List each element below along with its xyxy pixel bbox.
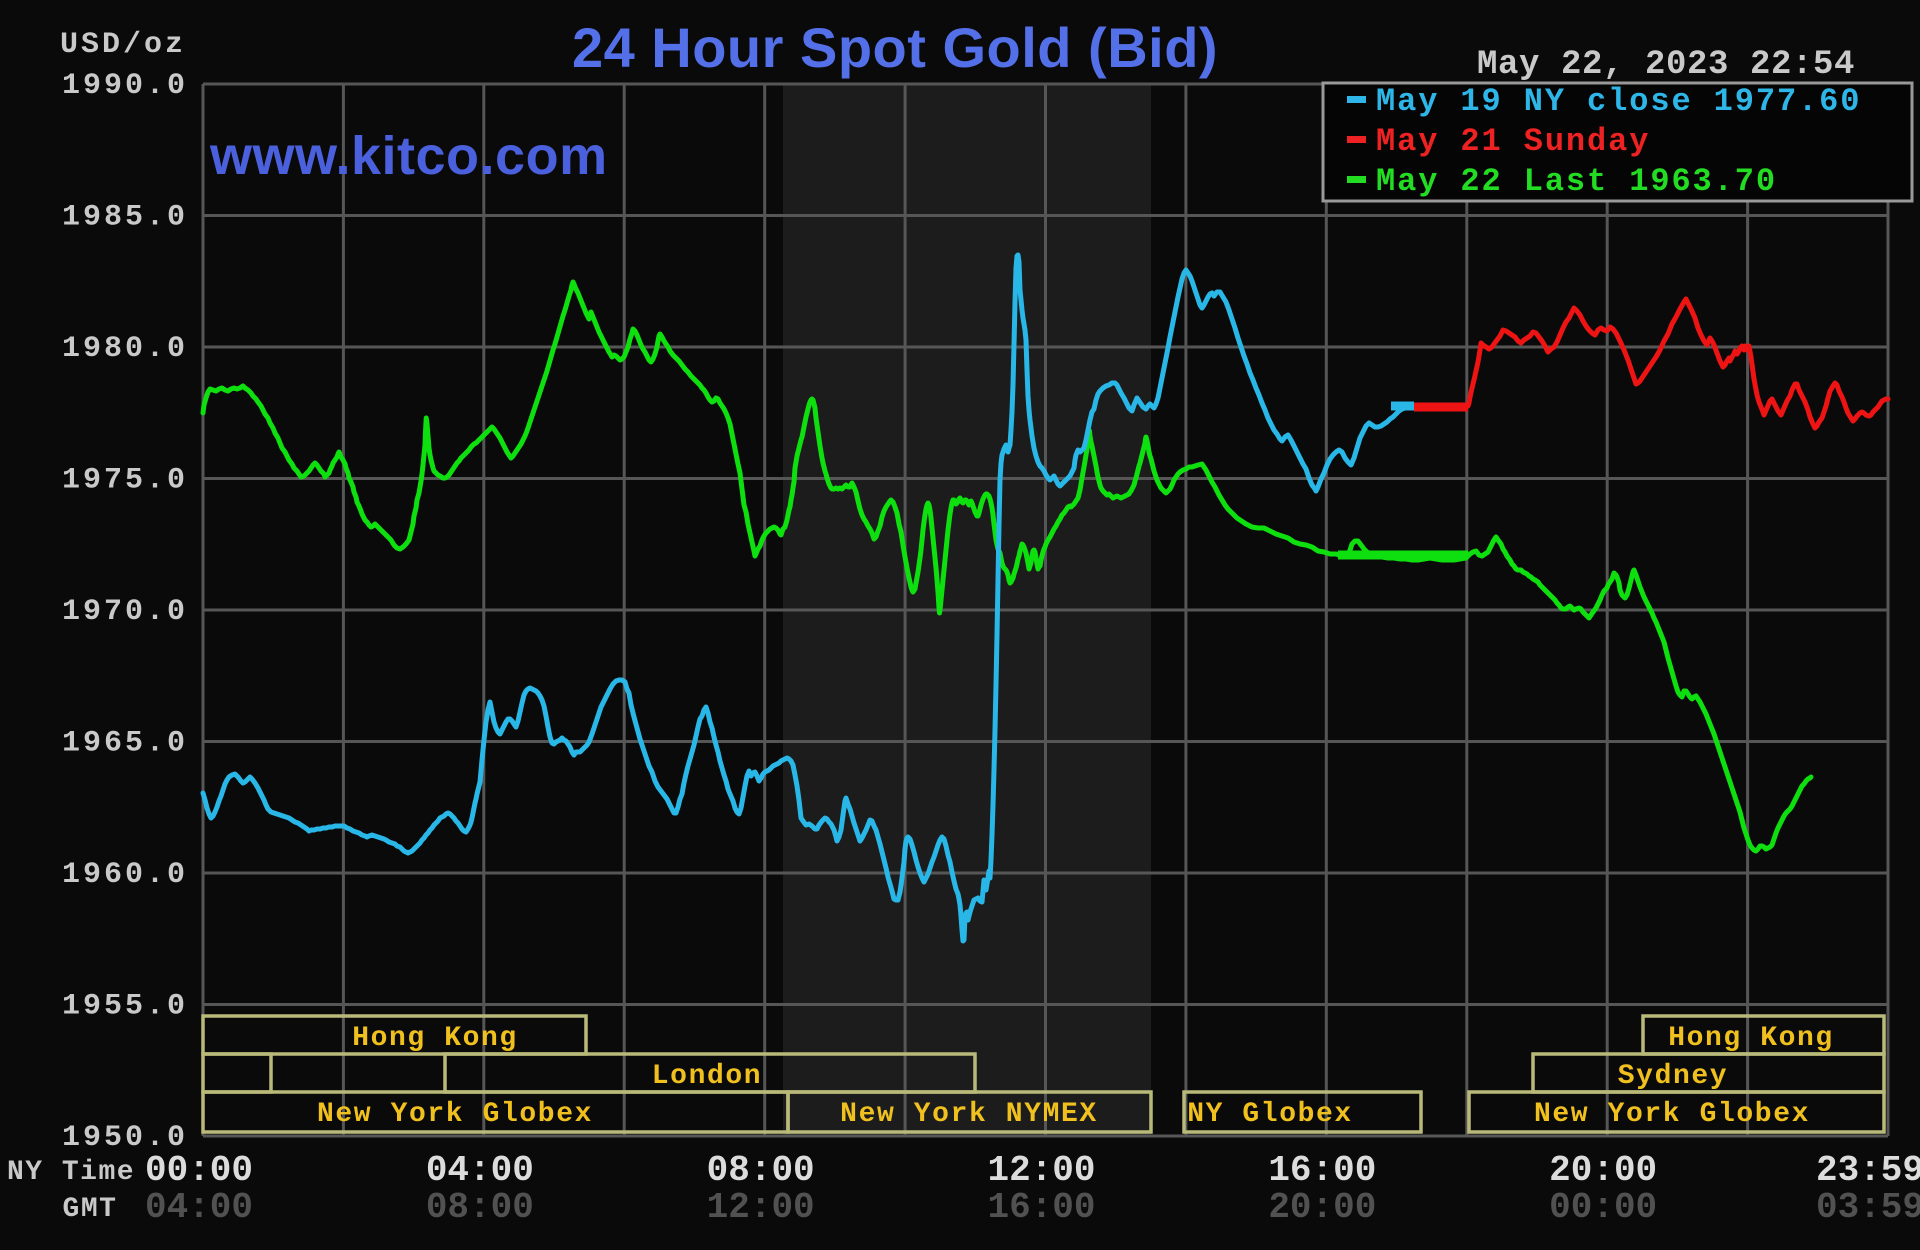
svg-text:New York Globex: New York Globex	[1534, 1099, 1810, 1130]
svg-text:Hong Kong: Hong Kong	[352, 1023, 518, 1054]
svg-text:20:00: 20:00	[1549, 1150, 1657, 1191]
svg-text:GMT: GMT	[63, 1194, 118, 1225]
svg-text:03:59: 03:59	[1816, 1187, 1920, 1228]
svg-text:May 21 Sunday: May 21 Sunday	[1376, 123, 1650, 160]
svg-text:04:00: 04:00	[145, 1187, 253, 1228]
svg-text:USD/oz: USD/oz	[60, 28, 186, 62]
svg-text:1970.0: 1970.0	[62, 595, 188, 629]
svg-text:May 22, 2023 22:54: May 22, 2023 22:54	[1477, 46, 1855, 84]
svg-text:May 22 Last 1963.70: May 22 Last 1963.70	[1376, 163, 1777, 200]
svg-text:1980.0: 1980.0	[62, 332, 188, 366]
svg-text:1990.0: 1990.0	[62, 69, 188, 103]
svg-text:1965.0: 1965.0	[62, 727, 188, 761]
svg-text:1975.0: 1975.0	[62, 464, 188, 498]
svg-text:16:00: 16:00	[1268, 1150, 1376, 1191]
svg-text:00:00: 00:00	[145, 1150, 253, 1191]
svg-text:1955.0: 1955.0	[62, 990, 188, 1024]
svg-text:08:00: 08:00	[707, 1150, 815, 1191]
svg-text:May 19 NY close 1977.60: May 19 NY close 1977.60	[1376, 83, 1861, 120]
svg-text:16:00: 16:00	[987, 1187, 1095, 1228]
svg-text:00:00: 00:00	[1549, 1187, 1657, 1228]
svg-text:20:00: 20:00	[1268, 1187, 1376, 1228]
svg-text:Sydney: Sydney	[1618, 1061, 1728, 1092]
svg-text:NY Time: NY Time	[7, 1157, 135, 1188]
svg-text:1985.0: 1985.0	[62, 201, 188, 235]
svg-text:Hong Kong: Hong Kong	[1668, 1023, 1834, 1054]
svg-text:NY Globex: NY Globex	[1187, 1099, 1353, 1130]
svg-text:New York Globex: New York Globex	[317, 1099, 593, 1130]
svg-text:www.kitco.com: www.kitco.com	[209, 126, 608, 186]
svg-text:12:00: 12:00	[987, 1150, 1095, 1191]
svg-text:1950.0: 1950.0	[62, 1121, 188, 1155]
svg-text:23:59: 23:59	[1816, 1150, 1920, 1191]
svg-text:08:00: 08:00	[426, 1187, 534, 1228]
svg-text:24 Hour Spot Gold (Bid): 24 Hour Spot Gold (Bid)	[572, 16, 1218, 79]
svg-text:04:00: 04:00	[426, 1150, 534, 1191]
svg-text:12:00: 12:00	[707, 1187, 815, 1228]
svg-text:London: London	[652, 1061, 762, 1092]
svg-text:1960.0: 1960.0	[62, 858, 188, 892]
svg-text:New York NYMEX: New York NYMEX	[840, 1099, 1098, 1130]
